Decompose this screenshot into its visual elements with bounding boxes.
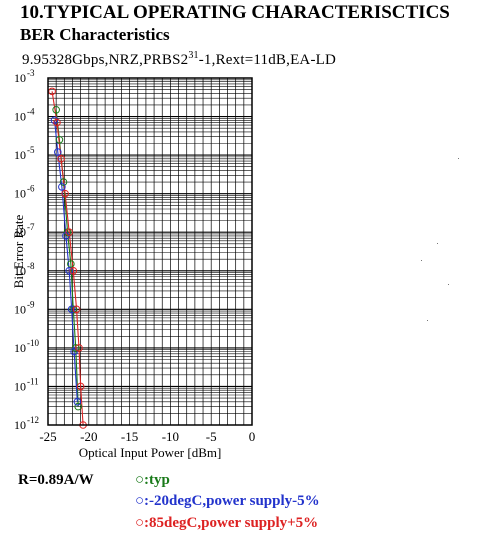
scan-speck (427, 320, 428, 321)
data-point-2 (48, 87, 56, 96)
y-tick-exponent: -8 (27, 261, 35, 271)
test-conditions: 9.95328Gbps,NRZ,PRBS231-1,Rext=11dB,EA-L… (22, 50, 336, 69)
data-point-0 (67, 260, 75, 268)
data-point-2 (76, 382, 85, 391)
data-point-1 (67, 305, 76, 314)
scan-speck (448, 284, 449, 285)
data-point-1 (73, 397, 82, 406)
y-tick-exponent: -12 (27, 415, 39, 425)
data-point-2 (65, 228, 74, 237)
y-axis-label: Bit Error Rate (11, 214, 26, 288)
legend-entry-hot: ○:85degC,power supply+5% (135, 515, 319, 531)
x-tick-label: -20 (80, 429, 97, 444)
y-tick-label: 10 (14, 418, 26, 432)
scan-speck (421, 260, 422, 261)
data-point-2 (69, 266, 78, 275)
y-tick-exponent: -11 (27, 376, 39, 386)
scan-speck (437, 243, 438, 244)
tick-labels: -25 -20 -15 -10 -5 010-1210-1110-1010-910-810… (14, 68, 255, 444)
legend-entry-cold: ○:-20degC,power supply-5% (135, 493, 320, 509)
plot-frame (47, 77, 253, 426)
x-tick-label: -5 (206, 429, 217, 444)
data-point-0 (71, 344, 80, 352)
y-tick-label: 10 (14, 187, 26, 201)
y-tick-label: 10 (14, 110, 26, 124)
y-tick-exponent: -9 (27, 299, 35, 309)
chart-grid (47, 78, 253, 426)
data-point-0 (55, 135, 64, 144)
x-tick-label: 0 (249, 429, 256, 444)
data-point-1 (58, 183, 66, 191)
data-point-2 (61, 189, 69, 198)
x-tick-label: -15 (121, 429, 138, 444)
y-tick-label: 10 (14, 225, 26, 239)
x-tick-label: -10 (162, 429, 179, 444)
series-markers (48, 87, 87, 429)
x-tick-label: -25 (39, 429, 56, 444)
data-point-2 (72, 305, 81, 314)
data-point-0 (52, 105, 60, 114)
y-tick-exponent: -6 (27, 184, 35, 194)
data-point-2 (75, 344, 83, 352)
data-point-0 (74, 402, 82, 411)
data-point-1 (50, 116, 59, 125)
legend-entry-typ: ○:typ (135, 472, 170, 488)
y-tick-exponent: -4 (27, 107, 35, 117)
y-tick-label: 10 (14, 302, 26, 316)
y-tick-exponent: -3 (27, 68, 35, 78)
condition-exponent: 31 (188, 50, 199, 61)
section-title: BER Characteristics (20, 25, 170, 44)
data-point-1 (53, 148, 62, 156)
y-tick-exponent: -7 (27, 222, 35, 232)
x-axis-label: Optical Input Power [dBm] (79, 445, 222, 460)
page-title: 10.TYPICAL OPERATING CHARACTERISCTICS (20, 2, 450, 23)
condition-suffix: -1,Rext=11dB,EA-LD (198, 52, 337, 68)
y-tick-label: 10 (14, 264, 26, 278)
y-tick-label: 10 (14, 341, 26, 355)
y-tick-label: 10 (14, 379, 26, 393)
scan-speck (458, 158, 459, 159)
y-tick-exponent: -10 (27, 338, 39, 348)
data-point-2 (57, 155, 65, 163)
condition-prefix: 9.95328Gbps,NRZ,PRBS2 (22, 52, 189, 68)
series-line-1 (53, 120, 78, 402)
data-point-1 (70, 347, 78, 356)
series-lines (51, 91, 84, 426)
data-point-1 (65, 266, 74, 275)
data-point-0 (59, 178, 68, 186)
y-tick-label: 10 (14, 148, 26, 162)
data-point-2 (53, 118, 61, 127)
responsivity-note: R=0.89A/W (18, 472, 94, 488)
series-line-2 (51, 91, 84, 426)
y-tick-exponent: -5 (27, 145, 35, 155)
y-tick-label: 10 (14, 71, 26, 85)
